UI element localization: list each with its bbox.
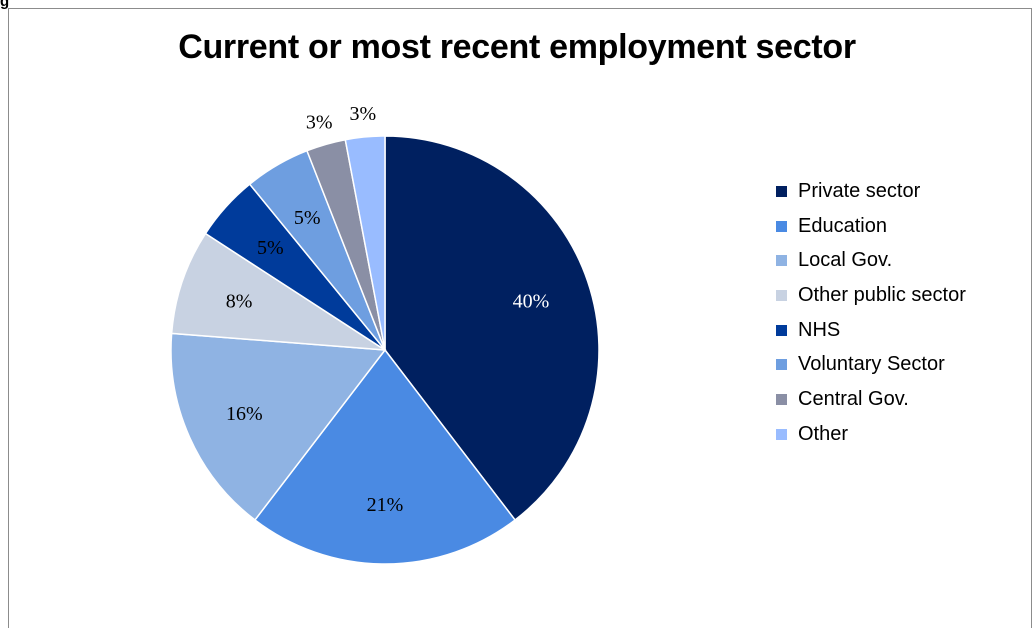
- legend-item-local-gov: Local Gov.: [776, 243, 966, 278]
- legend-label-education: Education: [798, 214, 887, 237]
- data-label-other: 3%: [349, 103, 376, 125]
- data-label-local-gov: 16%: [226, 403, 263, 425]
- legend-label-local-gov: Local Gov.: [798, 249, 893, 272]
- chart-title: Current or most recent employment sector: [178, 28, 856, 66]
- legend-label-central-gov: Central Gov.: [798, 387, 909, 410]
- chart-frame: [8, 8, 1032, 628]
- data-label-central-gov: 3%: [306, 111, 333, 133]
- legend-item-private-sector: Private sector: [776, 174, 966, 209]
- legend-item-central-gov: Central Gov.: [776, 382, 966, 417]
- legend-item-nhs: NHS: [776, 313, 966, 348]
- pie-slice-education: [253, 348, 517, 565]
- legend-label-private-sector: Private sector: [798, 179, 921, 202]
- pie-slice-local-gov: [170, 332, 387, 521]
- pie-slice-private-sector: [384, 135, 600, 521]
- legend-label-other-public-sector: Other public sector: [798, 283, 966, 306]
- pie-slice-other-public-sector: [170, 232, 386, 351]
- data-label-other-public-sector: 8%: [226, 291, 253, 313]
- legend-item-other-public-sector: Other public sector: [776, 278, 966, 313]
- legend-swatch-other: [776, 428, 787, 440]
- data-label-private-sector: 40%: [513, 291, 550, 313]
- pie-slice-other: [344, 135, 386, 351]
- data-label-nhs: 5%: [257, 237, 284, 259]
- data-label-education: 21%: [367, 494, 404, 516]
- legend-item-voluntary-sector: Voluntary Sector: [776, 347, 966, 382]
- legend-label-voluntary-sector: Voluntary Sector: [798, 353, 945, 376]
- legend-swatch-central-gov: [776, 393, 787, 405]
- chart-legend: Private sector Education Local Gov. Other p…: [776, 174, 966, 452]
- legend-label-other: Other: [798, 422, 849, 445]
- legend-swatch-local-gov: [776, 255, 787, 267]
- legend-swatch-private-sector: [776, 185, 787, 197]
- data-label-voluntary-sector: 5%: [294, 207, 321, 229]
- legend-swatch-voluntary-sector: [776, 359, 787, 371]
- figure-corner-label: g: [0, 0, 10, 10]
- legend-item-education: Education: [776, 209, 966, 244]
- legend-label-nhs: NHS: [798, 318, 841, 341]
- legend-swatch-nhs: [776, 324, 787, 336]
- legend-swatch-other-public-sector: [776, 289, 787, 301]
- legend-item-other: Other: [776, 417, 966, 452]
- legend-swatch-education: [776, 220, 787, 232]
